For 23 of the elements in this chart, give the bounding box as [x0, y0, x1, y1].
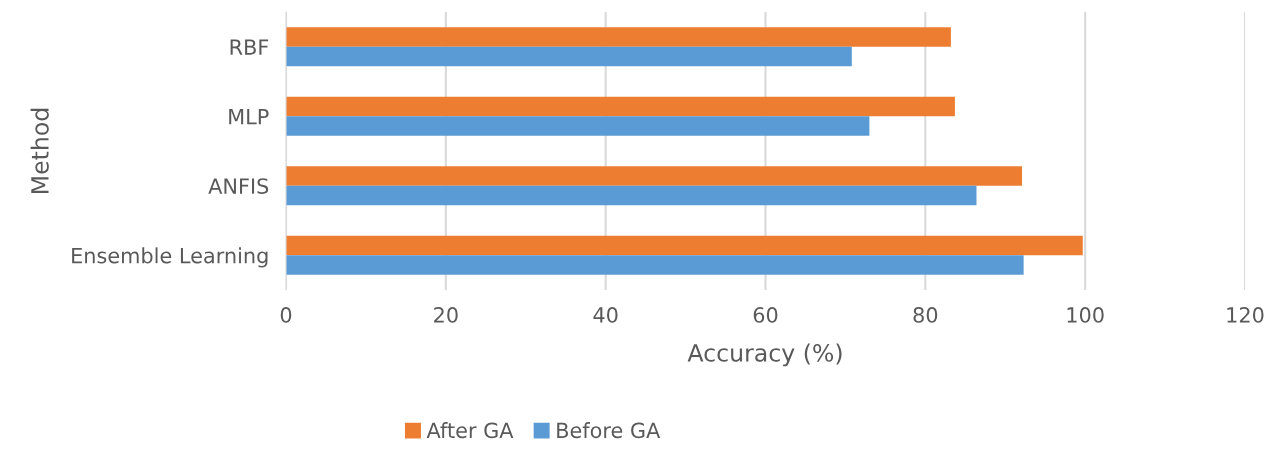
bar: [286, 96, 955, 117]
y-tick-label: Ensemble Learning: [72, 247, 268, 268]
x-tick-label: 60: [753, 307, 778, 323]
x-axis-title: Accuracy (%): [687, 343, 842, 367]
bar: [286, 27, 951, 47]
bar: [286, 255, 1024, 275]
legend-label: After GA: [426, 422, 514, 439]
bar: [286, 116, 870, 136]
bar: [286, 46, 852, 67]
y-tick-label: MLP: [229, 108, 269, 125]
y-tick-label: RBF: [230, 39, 269, 55]
legend-label: Before GA: [557, 422, 661, 439]
x-tick-label: 0: [280, 307, 292, 323]
bar: [286, 166, 1023, 186]
x-tick-label: 120: [1227, 307, 1264, 323]
y-tick-label: ANFIS: [208, 178, 269, 194]
y-axis-title: Method: [30, 108, 49, 193]
x-tick-label: 40: [593, 307, 618, 323]
x-tick-label: 20: [434, 307, 458, 323]
bar: [286, 185, 977, 206]
x-tick-label: 80: [913, 307, 938, 323]
x-tick-label: 100: [1067, 307, 1104, 323]
bar: [286, 235, 1083, 256]
